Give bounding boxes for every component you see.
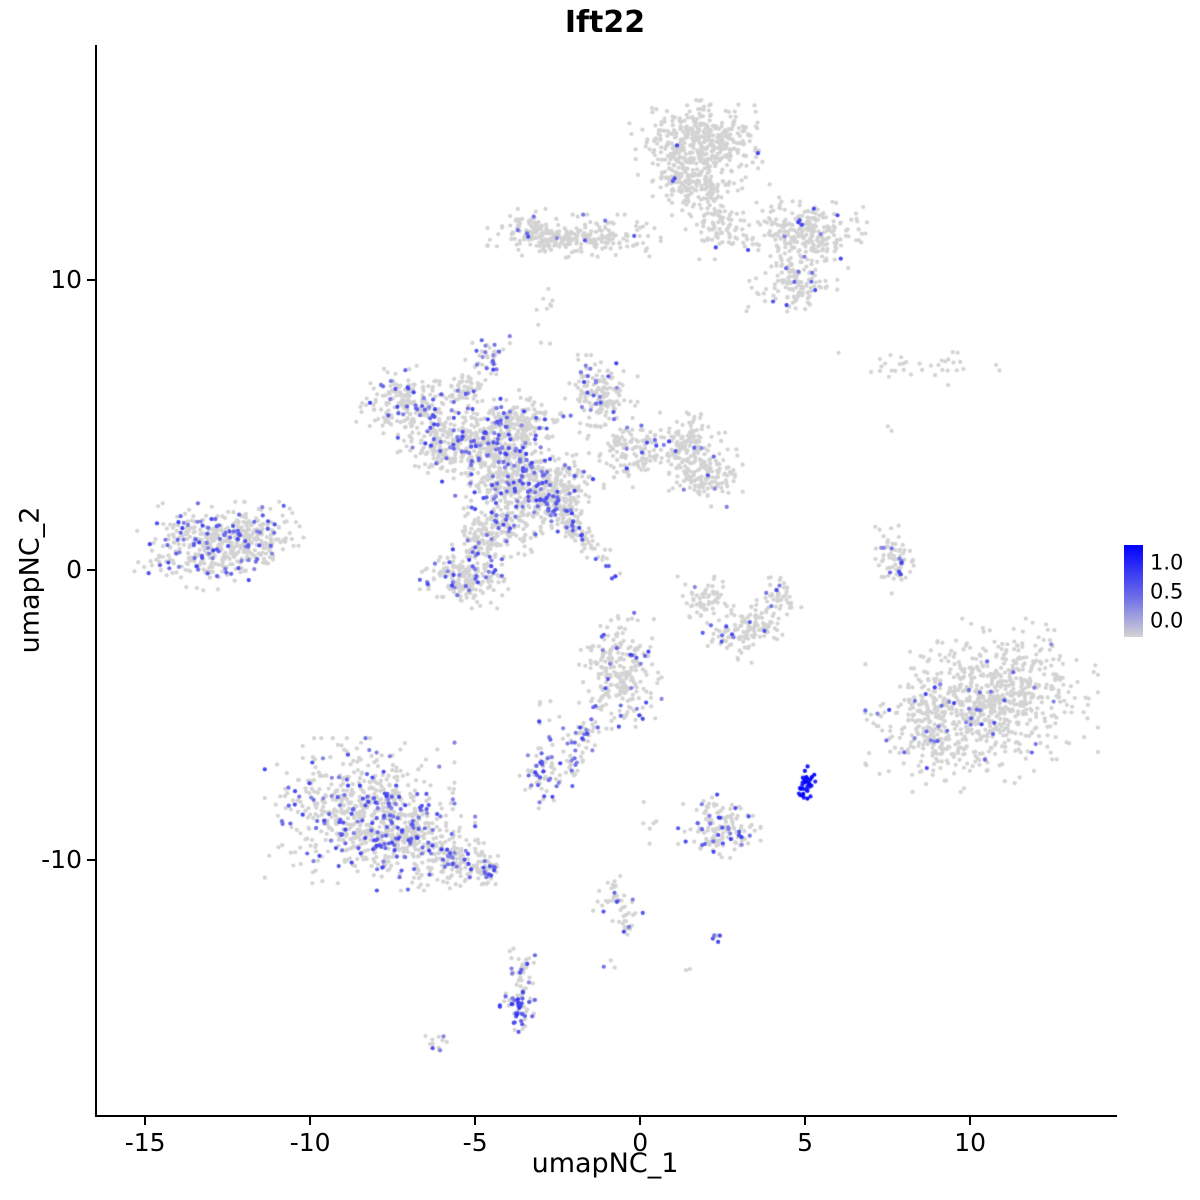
- x-tick-label: 10: [954, 1128, 987, 1157]
- y-axis-title: umapNC_2: [14, 506, 46, 654]
- y-tick-mark: [87, 859, 95, 862]
- x-tick-label: -15: [124, 1128, 166, 1157]
- legend-gradient-bar: [1124, 545, 1143, 637]
- y-tick-mark: [87, 278, 95, 281]
- x-axis-title: umapNC_1: [531, 1148, 679, 1179]
- legend-label-low: 0.0: [1150, 608, 1184, 633]
- x-tick-label: 5: [797, 1128, 814, 1157]
- y-tick-label: 0: [66, 554, 82, 584]
- x-tick-label: 0: [632, 1128, 649, 1157]
- y-tick-label: 10: [50, 264, 82, 294]
- x-tick-mark: [474, 1117, 477, 1125]
- x-tick-mark: [144, 1117, 147, 1125]
- x-tick-label: -10: [289, 1128, 331, 1157]
- x-tick-mark: [309, 1117, 312, 1125]
- legend-label-mid: 0.5: [1150, 579, 1184, 604]
- y-tick-mark: [87, 568, 95, 571]
- x-tick-mark: [804, 1117, 807, 1125]
- x-tick-mark: [639, 1117, 642, 1125]
- x-tick-label: -5: [462, 1128, 488, 1157]
- y-tick-label: -10: [41, 845, 82, 875]
- x-tick-mark: [969, 1117, 972, 1125]
- color-legend: 1.0 0.5 0.0: [1124, 545, 1200, 640]
- legend-label-high: 1.0: [1150, 550, 1184, 575]
